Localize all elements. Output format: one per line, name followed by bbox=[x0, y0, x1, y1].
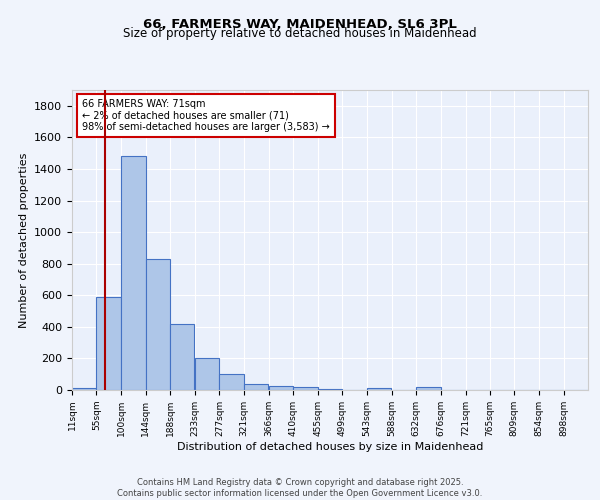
Text: 66, FARMERS WAY, MAIDENHEAD, SL6 3PL: 66, FARMERS WAY, MAIDENHEAD, SL6 3PL bbox=[143, 18, 457, 30]
Bar bbox=[367, 388, 391, 390]
Bar bbox=[416, 387, 440, 390]
X-axis label: Distribution of detached houses by size in Maidenhead: Distribution of detached houses by size … bbox=[177, 442, 483, 452]
Bar bbox=[318, 389, 343, 390]
Bar bbox=[121, 156, 146, 390]
Bar bbox=[97, 297, 121, 390]
Bar bbox=[269, 386, 293, 390]
Bar bbox=[72, 388, 97, 390]
Text: 66 FARMERS WAY: 71sqm
← 2% of detached houses are smaller (71)
98% of semi-detac: 66 FARMERS WAY: 71sqm ← 2% of detached h… bbox=[82, 99, 330, 132]
Text: Size of property relative to detached houses in Maidenhead: Size of property relative to detached ho… bbox=[123, 28, 477, 40]
Bar bbox=[220, 374, 244, 390]
Y-axis label: Number of detached properties: Number of detached properties bbox=[19, 152, 29, 328]
Bar bbox=[146, 259, 170, 390]
Bar bbox=[195, 358, 220, 390]
Bar bbox=[170, 324, 194, 390]
Bar bbox=[244, 384, 268, 390]
Text: Contains HM Land Registry data © Crown copyright and database right 2025.
Contai: Contains HM Land Registry data © Crown c… bbox=[118, 478, 482, 498]
Bar bbox=[293, 387, 317, 390]
